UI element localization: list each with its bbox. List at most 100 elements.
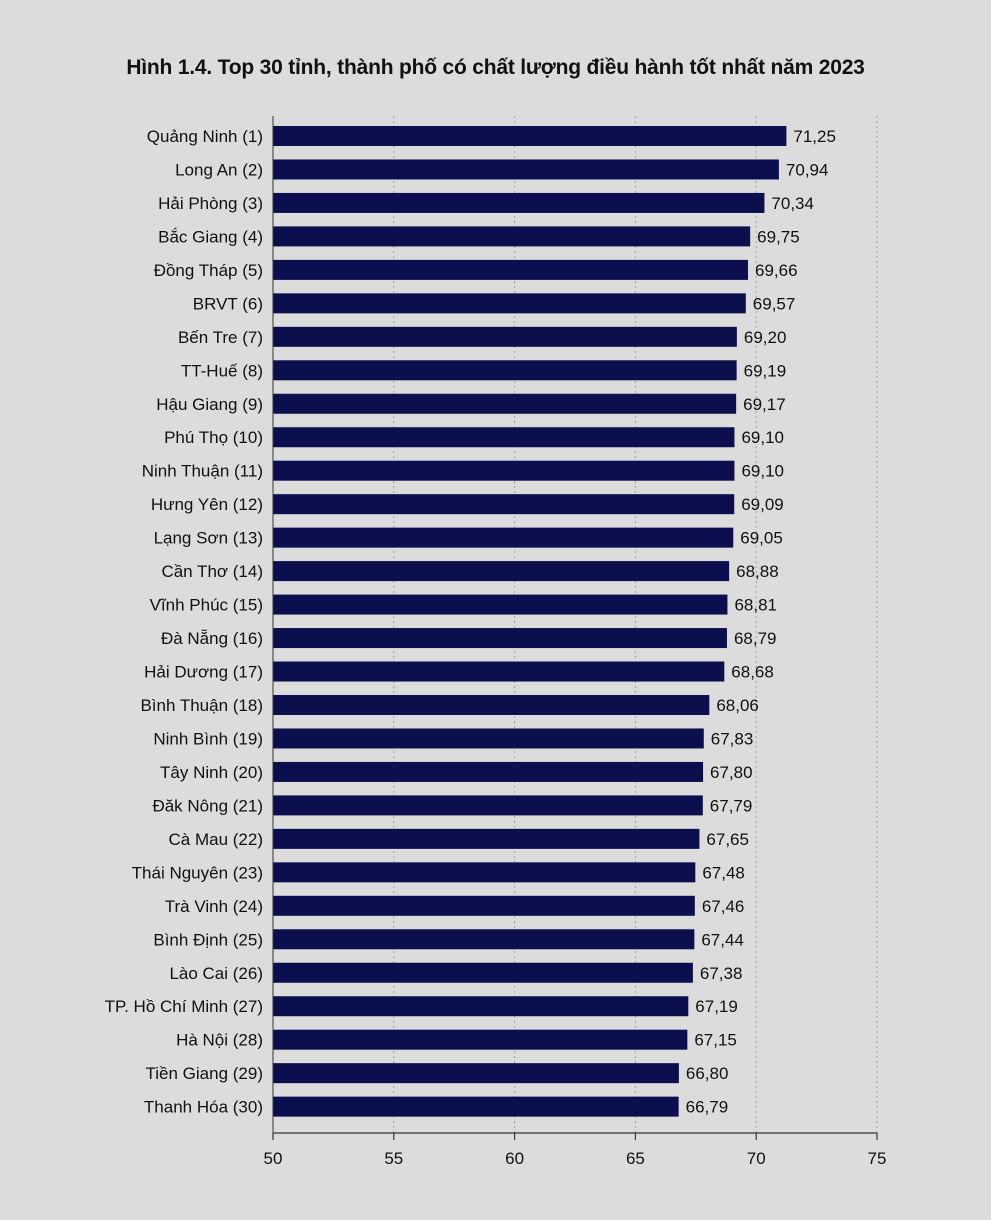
category-label: Hải Phòng (3) — [158, 194, 263, 213]
value-label: 68,81 — [734, 596, 777, 615]
bar-8 — [273, 360, 737, 381]
category-label: Cà Mau (22) — [169, 830, 263, 849]
value-label: 69,17 — [743, 395, 786, 414]
value-label: 69,66 — [755, 261, 798, 280]
category-label: Hưng Yên (12) — [151, 495, 263, 514]
bar-17 — [273, 661, 725, 682]
bar-7 — [273, 326, 737, 347]
value-label: 66,80 — [686, 1064, 729, 1083]
value-label: 71,25 — [793, 127, 836, 146]
value-label: 68,88 — [736, 562, 779, 581]
bar-24 — [273, 895, 695, 916]
value-label: 67,46 — [702, 897, 745, 916]
bar-10 — [273, 427, 735, 448]
category-label: Long An (2) — [175, 160, 263, 179]
value-label: 68,79 — [734, 629, 777, 648]
category-label: Ninh Thuận (11) — [142, 462, 263, 481]
category-label: Đà Nẵng (16) — [161, 629, 263, 648]
bars-layer: Quảng Ninh (1) 71,25 Long An (2) 70,94 Hải P… — [105, 126, 836, 1117]
bar-19 — [273, 728, 704, 749]
value-label: 67,15 — [694, 1031, 737, 1050]
bar-21 — [273, 795, 703, 816]
bar-27 — [273, 996, 689, 1017]
category-label: TP. Hồ Chí Minh (27) — [105, 997, 263, 1016]
bar-6 — [273, 293, 746, 314]
value-label: 67,80 — [710, 763, 753, 782]
category-label: Tây Ninh (20) — [160, 763, 263, 782]
bar-14 — [273, 561, 730, 582]
category-label: Hải Dương (17) — [144, 663, 263, 682]
value-label: 69,19 — [744, 361, 787, 380]
value-label: 67,44 — [701, 930, 744, 949]
category-label: Bắc Giang (4) — [158, 227, 263, 246]
category-label: Thái Nguyên (23) — [132, 863, 263, 882]
category-label: Bình Thuận (18) — [140, 696, 263, 715]
bar-12 — [273, 494, 735, 515]
value-label: 67,65 — [706, 830, 749, 849]
value-label: 69,75 — [757, 227, 800, 246]
category-label: Hà Nội (28) — [176, 1031, 263, 1050]
bar-30 — [273, 1096, 679, 1117]
category-label: Quảng Ninh (1) — [147, 127, 263, 146]
value-label: 68,06 — [716, 696, 759, 715]
value-label: 69,57 — [753, 294, 796, 313]
category-label: Đăk Nông (21) — [152, 796, 263, 815]
x-tick-label: 60 — [505, 1149, 524, 1168]
category-label: Trà Vinh (24) — [165, 897, 263, 916]
bar-1 — [273, 126, 787, 146]
value-label: 70,34 — [771, 194, 814, 213]
bar-15 — [273, 594, 728, 615]
bar-2 — [273, 159, 779, 180]
category-label: Bến Tre (7) — [178, 328, 263, 347]
bar-26 — [273, 962, 693, 983]
x-axis: 50 55 60 65 70 75 — [264, 116, 887, 1168]
value-label: 67,79 — [710, 796, 753, 815]
value-label: 68,68 — [731, 663, 774, 682]
value-label: 67,38 — [700, 964, 743, 983]
category-label: TT-Huế (8) — [181, 361, 263, 380]
bar-11 — [273, 460, 735, 481]
bar-13 — [273, 527, 734, 548]
category-label: Hậu Giang (9) — [156, 395, 263, 414]
category-label: Cần Thơ (14) — [161, 562, 263, 581]
x-tick-label: 50 — [264, 1149, 283, 1168]
category-label: BRVT (6) — [193, 294, 263, 313]
value-label: 66,79 — [686, 1098, 729, 1117]
category-label: Bình Định (25) — [153, 930, 263, 949]
bar-28 — [273, 1029, 688, 1050]
category-label: Đồng Tháp (5) — [154, 261, 263, 280]
value-label: 69,10 — [741, 428, 784, 447]
category-label: Lào Cai (26) — [169, 964, 263, 983]
bar-20 — [273, 761, 704, 782]
category-label: Lạng Sơn (13) — [154, 529, 263, 548]
value-label: 69,20 — [744, 328, 787, 347]
bar-23 — [273, 862, 696, 883]
value-label: 69,05 — [740, 529, 783, 548]
value-label: 69,10 — [741, 462, 784, 481]
category-label: Thanh Hóa (30) — [144, 1098, 263, 1117]
bar-4 — [273, 226, 751, 247]
category-label: Vĩnh Phúc (15) — [150, 596, 263, 615]
bar-3 — [273, 192, 765, 213]
bar-16 — [273, 628, 727, 649]
x-tick-label: 55 — [384, 1149, 403, 1168]
category-label: Tiền Giang (29) — [146, 1064, 263, 1083]
value-label: 70,94 — [786, 160, 829, 179]
bar-29 — [273, 1063, 679, 1084]
value-label: 67,48 — [702, 863, 745, 882]
value-label: 67,19 — [695, 997, 738, 1016]
bar-9 — [273, 393, 737, 414]
bar-22 — [273, 828, 700, 849]
x-tick-label: 65 — [626, 1149, 645, 1168]
category-label: Ninh Bình (19) — [153, 729, 263, 748]
bar-5 — [273, 259, 748, 280]
chart-title: Hình 1.4. Top 30 tỉnh, thành phố có chất… — [126, 56, 865, 79]
value-label: 67,83 — [711, 729, 754, 748]
value-label: 69,09 — [741, 495, 784, 514]
bar-18 — [273, 694, 710, 715]
bar-25 — [273, 929, 695, 950]
x-tick-label: 70 — [747, 1149, 766, 1168]
x-tick-label: 75 — [868, 1149, 887, 1168]
category-label: Phú Thọ (10) — [164, 428, 263, 447]
